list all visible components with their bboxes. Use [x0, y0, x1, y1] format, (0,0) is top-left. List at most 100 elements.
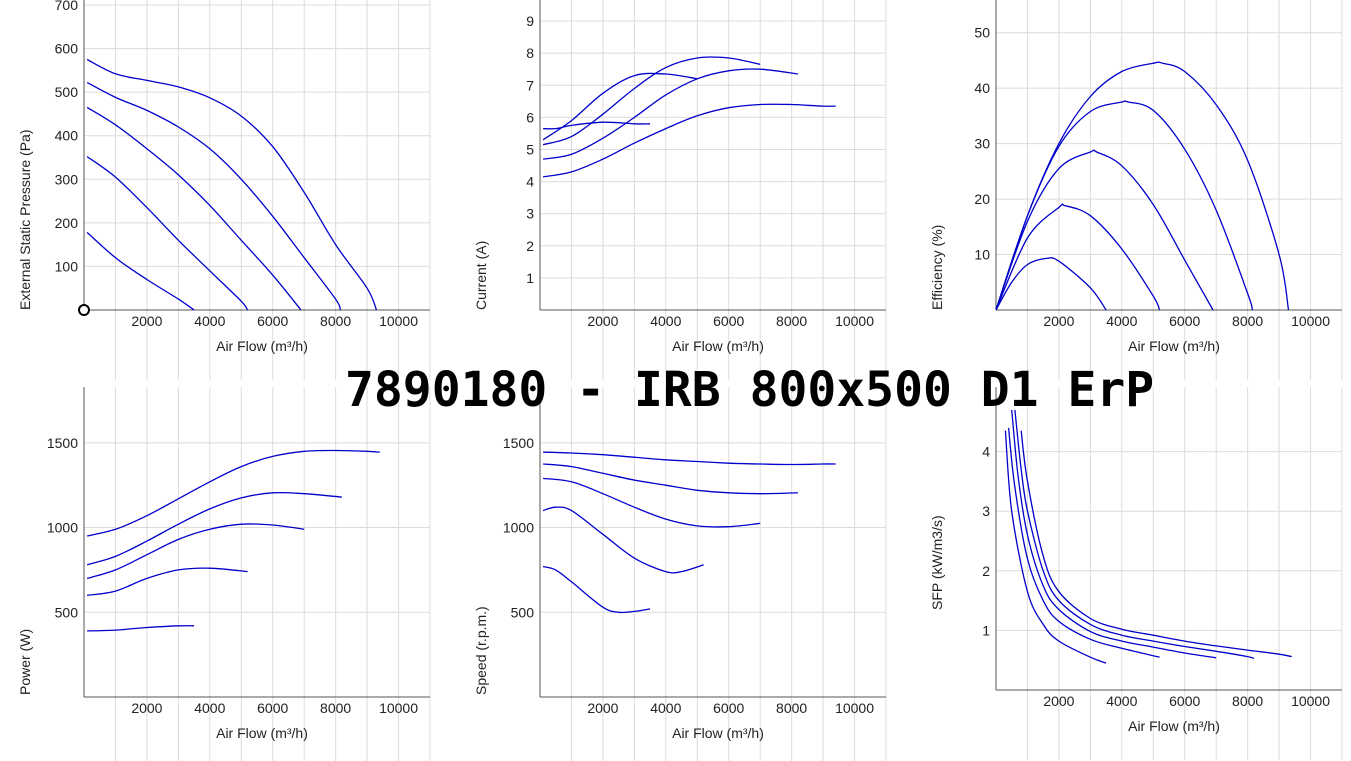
series-line [543, 121, 651, 130]
y-tick-label: 500 [55, 84, 79, 100]
x-tick-label: 8000 [776, 313, 807, 329]
y-tick-label: 1 [982, 622, 990, 638]
series-line [542, 565, 651, 614]
series-line [86, 58, 378, 311]
chart-panel: 2000 4000 6000 8000 10000 500 1000 1500 Air Flow… [473, 387, 887, 761]
x-axis-title: Air Flow (m³/h) [1128, 718, 1220, 734]
y-tick-label: 400 [55, 128, 79, 144]
y-tick-label: 30 [974, 136, 990, 152]
x-axis-title: Air Flow (m³/h) [672, 725, 764, 741]
series-line [1011, 409, 1217, 659]
y-tick-label: 4 [526, 174, 534, 190]
y-tick-label: 4 [982, 444, 990, 460]
x-tick-label: 6000 [1169, 693, 1200, 709]
series-line [542, 72, 698, 141]
y-axis-title: External Static Pressure (Pa) [17, 129, 33, 310]
y-tick-label: 200 [55, 215, 79, 231]
series-line [1004, 430, 1107, 664]
series-line [86, 156, 249, 311]
x-tick-label: 10000 [835, 313, 874, 329]
x-axis-title: Air Flow (m³/h) [216, 725, 308, 741]
x-tick-label: 4000 [1106, 313, 1137, 329]
y-tick-label: 1 [526, 270, 534, 286]
chart-panel: 2000 4000 6000 8000 10000 1 2 3 4 5 6 7 8 9 Air Flow (… [473, 0, 887, 380]
x-tick-label: 4000 [650, 313, 681, 329]
y-axis-title: Power (W) [17, 629, 33, 695]
series-line [995, 100, 1254, 311]
y-tick-label: 100 [55, 258, 79, 274]
series-line [86, 523, 305, 580]
x-tick-label: 6000 [713, 313, 744, 329]
x-tick-label: 4000 [1106, 693, 1137, 709]
series-line [543, 463, 798, 495]
x-axis-title: Air Flow (m³/h) [216, 338, 308, 354]
series-line [1020, 430, 1292, 658]
x-tick-label: 8000 [1232, 693, 1263, 709]
y-tick-label: 7 [526, 77, 534, 93]
y-tick-label: 6 [526, 109, 534, 125]
x-tick-label: 8000 [1232, 313, 1263, 329]
chart-panel: 2000 4000 6000 8000 10000 10 20 30 40 50 Air Flow … [929, 0, 1343, 380]
series-line [86, 82, 342, 311]
y-tick-label: 10 [974, 247, 990, 263]
x-tick-label: 4000 [650, 700, 681, 716]
y-axis-title: Current (A) [473, 241, 489, 310]
series-line [995, 149, 1214, 311]
series-line [542, 68, 798, 160]
y-tick-label: 50 [974, 25, 990, 41]
series-line [87, 567, 248, 596]
chart-title: 7890180 - IRB 800x500 D1 ErP [345, 362, 1154, 418]
y-axis-title: SFP (kW/m3/s) [929, 515, 945, 610]
y-axis-title: Efficiency (%) [929, 225, 945, 310]
y-tick-label: 40 [974, 80, 990, 96]
x-tick-label: 4000 [194, 313, 225, 329]
y-tick-label: 20 [974, 191, 990, 207]
y-tick-label: 1500 [503, 435, 534, 451]
x-tick-label: 6000 [713, 700, 744, 716]
x-tick-label: 2000 [1043, 313, 1074, 329]
series-line [1007, 427, 1160, 658]
y-tick-label: 8 [526, 45, 534, 61]
y-tick-label: 500 [511, 604, 535, 620]
y-tick-label: 2 [982, 563, 990, 579]
x-tick-label: 2000 [131, 313, 162, 329]
x-tick-label: 10000 [379, 313, 418, 329]
series-line [87, 625, 195, 632]
x-axis-title: Air Flow (m³/h) [672, 338, 764, 354]
series-line [542, 506, 704, 574]
series-line [86, 491, 342, 566]
x-tick-label: 8000 [320, 313, 351, 329]
y-tick-label: 1500 [47, 435, 78, 451]
chart-panel: 2000 4000 6000 8000 10000 1 2 3 4 Air Flow (m³/h)… [929, 387, 1343, 760]
chart-panel: 2000 4000 6000 8000 10000 500 1000 1500 Air Flow… [17, 387, 431, 761]
x-tick-label: 10000 [1291, 313, 1330, 329]
series-line [543, 451, 836, 466]
series-line [1014, 409, 1255, 660]
y-tick-label: 9 [526, 13, 534, 29]
x-tick-label: 2000 [1043, 693, 1074, 709]
y-tick-label: 700 [55, 0, 79, 13]
y-tick-label: 3 [982, 503, 990, 519]
x-tick-label: 10000 [379, 700, 418, 716]
series-line [542, 103, 836, 178]
x-tick-label: 4000 [194, 700, 225, 716]
y-tick-label: 5 [526, 141, 534, 157]
y-tick-label: 600 [55, 41, 79, 57]
x-axis-title: Air Flow (m³/h) [1128, 338, 1220, 354]
y-tick-label: 3 [526, 206, 534, 222]
y-axis-title: Speed (r.p.m.) [473, 606, 489, 695]
chart-grid: 2000 4000 6000 8000 10000 100 200 300 400 500 600 7… [17, 0, 1343, 761]
x-tick-label: 2000 [131, 700, 162, 716]
series-line [86, 449, 380, 537]
series-line [995, 203, 1161, 311]
series-line [86, 106, 302, 311]
x-tick-label: 2000 [587, 700, 618, 716]
series-line [543, 477, 761, 528]
x-tick-label: 6000 [257, 313, 288, 329]
y-tick-label: 1000 [47, 520, 78, 536]
x-tick-label: 8000 [320, 700, 351, 716]
y-tick-label: 300 [55, 171, 79, 187]
x-tick-label: 6000 [257, 700, 288, 716]
x-tick-label: 2000 [587, 313, 618, 329]
